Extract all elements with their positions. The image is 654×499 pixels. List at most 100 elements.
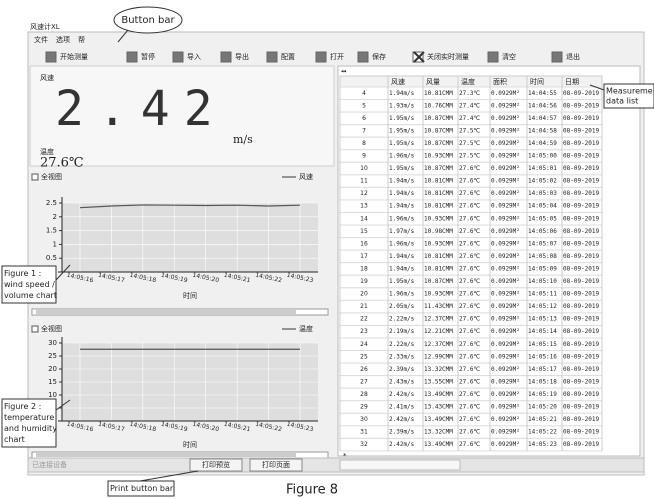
cell: 10.81CMM [424,190,453,197]
print-bar-callout-leader [139,470,199,482]
cell: 0.0929M² [491,416,520,423]
checkbox-label[interactable]: 全视图 [41,324,62,333]
cell: 0.0929M² [491,328,520,335]
print-button[interactable] [249,458,303,472]
toolbar-icon[interactable] [315,51,327,63]
cell: 0.0929M² [491,278,520,285]
cell: 08-09-2019 [563,416,600,423]
cell: 14:05:10 [528,278,557,285]
menu-item[interactable]: 文件 [34,35,48,44]
cell: 08-09-2019 [563,429,600,436]
toolbar-button[interactable]: 导出 [235,52,249,61]
cell: 14:05:11 [528,291,557,298]
cell: 27.6℃ [459,341,480,348]
toolbar-button[interactable]: 导入 [187,53,201,61]
column-header: 风量 [426,78,440,86]
callout-bubble [113,6,183,34]
cell: 27.6℃ [459,265,480,272]
cell: 14:04:58 [528,127,557,134]
row-index: 21 [360,303,368,310]
cell: 08-09-2019 [563,253,600,260]
window-title: 风速计XL [30,22,60,31]
cell: 08-09-2019 [563,366,600,373]
figure2-callout-leader [55,399,71,411]
toolbar-button[interactable]: 开始测量 [60,52,88,61]
cell: 27.6℃ [459,353,480,360]
toolbar-icon[interactable] [487,51,499,63]
column-header: 风速 [391,78,405,86]
toolbar-icon[interactable] [551,51,563,63]
cell: 14:05:18 [528,378,557,385]
cell: 27.5℃ [459,127,480,134]
print-button-label[interactable]: 打印预览 [202,460,230,469]
cell: 08-09-2019 [563,190,600,197]
toolbar-button[interactable]: 保存 [372,52,386,61]
print-button[interactable] [189,458,243,472]
cell: 14:05:01 [528,165,557,172]
checkbox[interactable] [31,173,39,181]
y-tick-label: 1 [53,240,57,248]
cell: 1.94m/s [389,265,415,272]
speed-value: 2.42 [55,81,227,137]
toolbar-icon[interactable] [266,51,278,63]
cell: 14:05:09 [528,265,557,272]
cell: 08-09-2019 [563,341,600,348]
cell: 08-09-2019 [563,378,600,385]
cell: 27.6℃ [459,441,480,448]
row-index: 18 [360,265,368,272]
status-text: 已连接设备 [32,460,67,469]
cell: 14:04:55 [528,90,557,97]
print-button-label[interactable]: 打印页面 [262,460,290,469]
toolbar-icon[interactable] [172,51,184,63]
cell: 0.0929M² [491,228,520,235]
toolbar-icon[interactable] [126,51,138,63]
cell: 2.05m/s [389,303,415,310]
y-tick-label: 0.5 [46,254,57,262]
x-axis-label: 时间 [183,440,197,449]
row-index: 4 [362,90,366,97]
row-index: 12 [360,190,368,197]
menu-item[interactable]: 选项 [56,35,70,44]
menu-item[interactable]: 帮 [78,35,85,44]
toolbar-button[interactable]: 退出 [566,52,580,61]
scroll-thumb[interactable] [36,310,296,314]
row-index: 27 [360,378,368,385]
checkbox[interactable] [31,325,39,333]
cell: 08-09-2019 [563,115,600,122]
scroll-thumb[interactable] [36,453,296,457]
cell: 08-09-2019 [563,441,600,448]
cell: 0.0929M² [491,90,520,97]
y-tick-label: 15 [48,378,57,386]
checkbox-label[interactable]: 全视图 [41,172,62,181]
cell: 0.0929M² [491,115,520,122]
cell: 08-09-2019 [563,90,600,97]
cell: 14:05:22 [528,429,557,436]
legend-label: 温度 [299,324,313,333]
callout-pointer [117,29,129,43]
cell: 13.32CMM [424,366,453,373]
row-index: 23 [360,328,368,335]
cell: 1.96m/s [389,291,415,298]
cell: 1.95m/s [389,140,415,147]
row-index: 31 [360,429,368,436]
cell: 12.21CMM [424,328,453,335]
toolbar-button[interactable]: 暂停 [141,52,155,61]
cell: 1.94m/s [389,90,415,97]
row-index: 5 [362,102,366,109]
table-corner: ◂◂ [341,69,347,75]
cell: 1.94m/s [389,178,415,185]
toolbar-icon[interactable] [220,51,232,63]
toolbar-button[interactable]: 清空 [502,52,516,61]
cell: 14:05:17 [528,366,557,373]
cell: 08-09-2019 [563,265,600,272]
figure2-callout-text: and humidity [4,424,57,433]
toolbar-icon[interactable] [357,51,369,63]
toolbar-icon[interactable] [45,51,57,63]
toolbar-button[interactable]: 关闭实时测量 [427,52,469,61]
cell: 0.0929M² [491,253,520,260]
figure1-callout-box [1,265,57,304]
data-list-callout-text: Measurement [606,87,654,96]
toolbar-button[interactable]: 配置 [281,53,295,61]
toolbar-button[interactable]: 打开 [330,52,344,61]
